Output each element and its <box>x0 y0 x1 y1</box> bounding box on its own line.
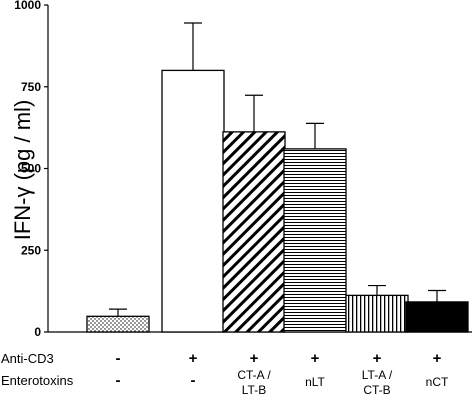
error-bars <box>109 22 446 317</box>
condition-cell: + <box>250 350 259 367</box>
y-tick-label: 1000 <box>14 0 41 12</box>
condition-cell: nLT <box>305 375 325 389</box>
bars <box>86 69 469 333</box>
y-tick-label: 500 <box>21 162 41 176</box>
y-tick-label: 250 <box>21 243 41 257</box>
bar <box>222 131 286 333</box>
row-label: Enterotoxins <box>1 373 74 388</box>
y-axis-label: IFN-γ (pg / ml) <box>10 100 35 241</box>
condition-cell: CT-A / LT-B <box>237 368 271 397</box>
bar <box>405 301 469 333</box>
y-axis-label-group: IFN-γ (pg / ml) <box>10 100 35 241</box>
condition-cell: + <box>189 350 198 367</box>
condition-table: Anti-CD3 - + + + + + Enterotoxins - - CT-A / LT-B nL… <box>1 350 449 397</box>
y-tick-label: 0 <box>34 325 41 339</box>
condition-cell: + <box>373 350 382 367</box>
bar <box>161 69 225 333</box>
row-label: Anti-CD3 <box>1 351 54 366</box>
condition-cell: - <box>191 372 196 389</box>
y-tick-label: 750 <box>21 80 41 94</box>
bar <box>345 294 409 333</box>
condition-cell: + <box>311 350 320 367</box>
condition-cell: - <box>116 372 121 389</box>
bar <box>283 148 347 333</box>
condition-cell: LT-A / CT-B <box>362 368 393 397</box>
condition-cell: + <box>433 350 442 367</box>
condition-cell: - <box>116 350 121 367</box>
condition-cell: nCT <box>426 375 449 389</box>
bar <box>86 315 150 333</box>
